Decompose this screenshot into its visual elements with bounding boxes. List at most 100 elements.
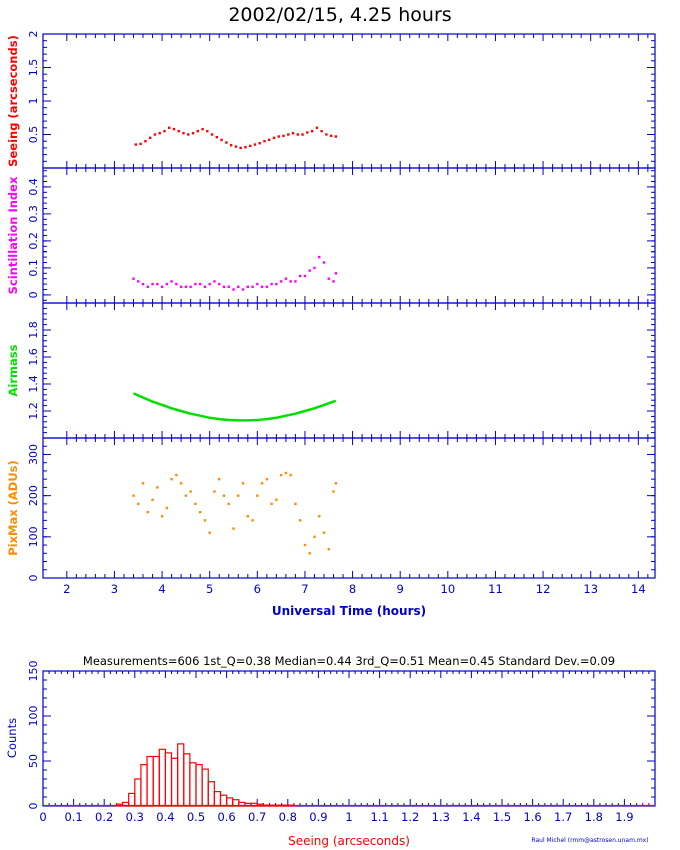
data-point-pixmax	[146, 510, 149, 514]
data-point-scintillation	[222, 285, 226, 288]
histogram-bar	[152, 755, 160, 807]
data-point-pixmax	[279, 473, 283, 477]
data-point-scintillation	[322, 261, 326, 264]
y-tick-label-scintillation: 0.1	[27, 259, 40, 277]
data-point-scintillation	[198, 282, 202, 286]
x-tick-label-time: 6	[254, 582, 261, 596]
x-tick-label-time: 13	[583, 582, 598, 596]
data-point-seeing	[287, 133, 290, 136]
x-tick-label-time: 2	[63, 582, 70, 596]
hist-x-tick-label: 1.9	[615, 810, 633, 824]
data-point-pixmax	[194, 502, 197, 506]
data-point-scintillation	[279, 280, 283, 283]
data-point-pixmax	[284, 471, 288, 475]
histogram-bar	[170, 757, 179, 807]
data-point-scintillation	[232, 288, 235, 291]
data-point-seeing	[206, 129, 209, 133]
hist-x-tick-label: 0.7	[248, 810, 266, 824]
y-tick-label-pixmax: 300	[27, 444, 40, 465]
hist-x-tick-label: 1.2	[401, 810, 419, 824]
y-tick-label-seeing: 2	[27, 31, 40, 38]
data-point-scintillation	[218, 282, 221, 286]
data-point-pixmax	[170, 477, 173, 481]
data-point-seeing	[291, 131, 295, 135]
data-point-seeing	[320, 129, 323, 133]
data-point-pixmax	[141, 482, 145, 485]
data-point-pixmax	[260, 482, 264, 485]
data-point-scintillation	[334, 272, 338, 275]
data-point-seeing	[172, 127, 176, 131]
data-point-scintillation	[294, 280, 297, 283]
data-point-seeing	[182, 131, 185, 135]
data-point-pixmax	[322, 531, 326, 534]
data-point-seeing	[163, 129, 166, 133]
histogram-bar	[183, 753, 191, 807]
x-tick-label-time: 11	[488, 582, 503, 596]
data-point-scintillation	[298, 274, 302, 278]
data-point-scintillation	[237, 285, 240, 288]
panel-frame-seeing	[42, 33, 656, 169]
chart-title: 2002/02/15, 4.25 hours	[228, 4, 452, 26]
hist-x-tick-label: 1.8	[585, 810, 603, 824]
y-axis-label-scintillation: Scintillation Index	[6, 176, 20, 294]
hist-x-tick-label: 0.3	[126, 810, 144, 824]
data-point-seeing	[334, 135, 338, 138]
data-point-pixmax	[265, 477, 269, 481]
data-point-scintillation	[270, 282, 273, 286]
data-point-scintillation	[275, 282, 278, 286]
data-point-seeing	[201, 127, 204, 131]
histogram-bar	[207, 781, 215, 807]
data-point-seeing	[210, 133, 214, 136]
data-point-scintillation	[151, 282, 154, 286]
x-tick-label-time: 4	[158, 582, 165, 596]
data-point-pixmax	[294, 502, 297, 506]
data-point-scintillation	[137, 280, 140, 283]
data-point-seeing	[158, 131, 161, 135]
data-point-scintillation	[260, 285, 264, 288]
data-point-seeing	[277, 135, 280, 138]
data-point-seeing	[329, 134, 333, 138]
data-point-seeing	[187, 133, 190, 136]
hist-x-tick-label: 0.4	[156, 810, 174, 824]
histogram-bar	[213, 790, 222, 807]
histogram-bar	[281, 804, 289, 807]
data-point-pixmax	[203, 519, 207, 522]
data-point-scintillation	[303, 274, 307, 278]
data-point-scintillation	[203, 285, 207, 288]
y-tick-label-airmass: 1.6	[27, 348, 40, 366]
data-point-seeing	[134, 143, 138, 146]
data-point-pixmax	[175, 473, 178, 477]
data-point-pixmax	[237, 494, 240, 497]
data-point-pixmax	[251, 519, 254, 522]
x-tick-label-time: 3	[111, 582, 118, 596]
hist-y-tick-label: 100	[27, 706, 40, 727]
data-point-pixmax	[227, 502, 230, 506]
panel-frame-pixmax	[42, 437, 656, 579]
histogram-bar	[177, 743, 185, 807]
hist-x-tick-label: 1.1	[370, 810, 388, 824]
x-tick-label-time: 5	[206, 582, 213, 596]
hist-x-tick-label: 0.2	[95, 810, 113, 824]
data-point-pixmax	[189, 490, 192, 493]
x-tick-label-time: 12	[536, 582, 551, 596]
data-point-pixmax	[165, 506, 169, 510]
hist-x-tick-label: 1.5	[493, 810, 511, 824]
histogram-bar	[158, 748, 166, 807]
data-point-seeing	[268, 138, 271, 142]
data-point-pixmax	[327, 547, 330, 551]
data-point-scintillation	[208, 282, 211, 286]
x-tick-label-time: 10	[441, 582, 456, 596]
y-tick-label-pixmax: 200	[27, 485, 40, 506]
data-point-seeing	[191, 131, 195, 135]
histogram-bar	[274, 804, 283, 807]
histogram-bar	[262, 804, 271, 807]
data-point-seeing	[248, 144, 252, 148]
histogram-bar	[201, 768, 209, 807]
data-point-seeing	[272, 136, 276, 140]
y-tick-label-seeing: 0.5	[27, 126, 40, 144]
data-point-scintillation	[265, 285, 269, 288]
data-point-scintillation	[165, 282, 169, 286]
histogram-bar	[238, 801, 246, 807]
data-point-scintillation	[175, 282, 178, 286]
